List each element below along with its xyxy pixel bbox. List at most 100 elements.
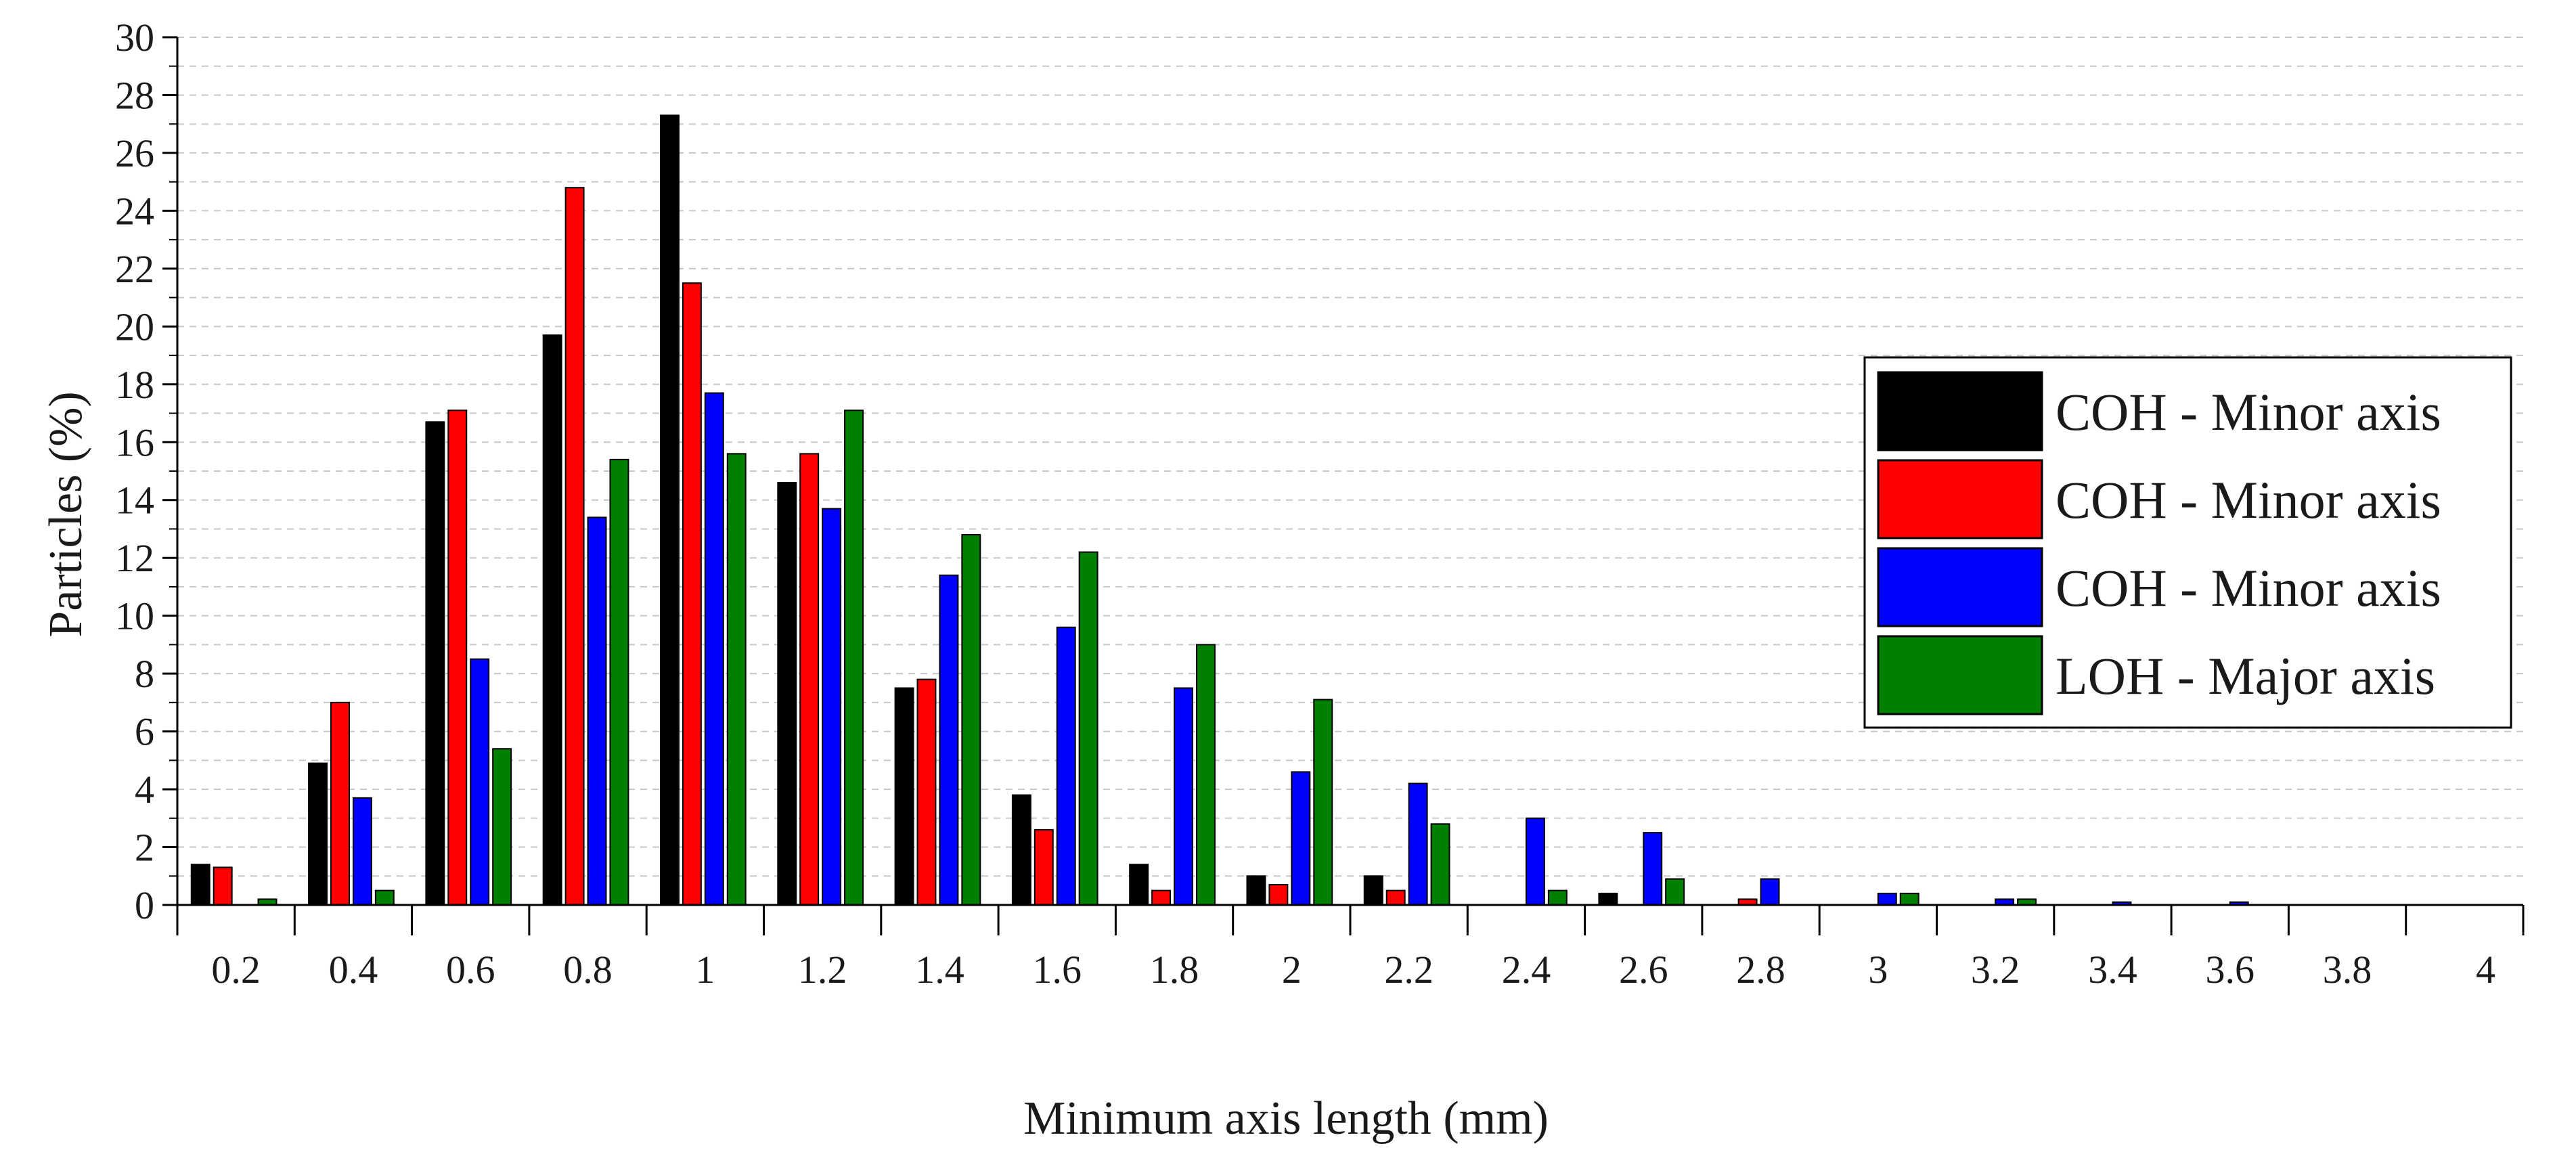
y-tick-label: 6 bbox=[135, 710, 154, 754]
bar bbox=[1408, 782, 1428, 906]
bar bbox=[844, 410, 864, 906]
bar bbox=[352, 797, 372, 906]
bar bbox=[1363, 875, 1383, 906]
x-tick-label: 3 bbox=[1868, 948, 1888, 992]
x-tick-label: 2.2 bbox=[1384, 948, 1434, 992]
x-tick-label: 2.8 bbox=[1736, 948, 1785, 992]
x-tick-label: 0.6 bbox=[446, 948, 495, 992]
x-tick-label: 2.6 bbox=[1619, 948, 1668, 992]
y-tick-label: 8 bbox=[135, 652, 154, 696]
bar bbox=[659, 114, 680, 906]
bar bbox=[916, 678, 937, 906]
bar bbox=[1268, 884, 1289, 906]
bar bbox=[1011, 794, 1031, 906]
legend-label: COH - Minor axis bbox=[2056, 558, 2441, 617]
bar bbox=[1385, 889, 1406, 906]
bar bbox=[1760, 878, 1780, 906]
x-tick-label: 0.2 bbox=[211, 948, 261, 992]
y-axis-title: Particles (%) bbox=[40, 391, 92, 637]
bar bbox=[1291, 771, 1311, 906]
bars bbox=[190, 114, 2249, 906]
bar bbox=[564, 187, 585, 906]
x-tick-label: 3.6 bbox=[2206, 948, 2255, 992]
bar bbox=[1246, 875, 1266, 906]
bar bbox=[1547, 889, 1568, 906]
y-tick-label: 24 bbox=[115, 189, 154, 233]
bar bbox=[1899, 892, 1919, 906]
bar bbox=[1643, 832, 1663, 906]
x-tick-label: 1.2 bbox=[798, 948, 847, 992]
bar bbox=[213, 866, 233, 906]
bar bbox=[492, 748, 512, 906]
bar bbox=[1129, 864, 1149, 906]
bar bbox=[609, 458, 629, 906]
bar bbox=[447, 410, 468, 906]
x-tick-label: 1.4 bbox=[915, 948, 964, 992]
bar bbox=[1598, 892, 1618, 906]
bar bbox=[587, 516, 607, 906]
bar bbox=[308, 762, 328, 906]
y-tick-label: 20 bbox=[115, 305, 154, 349]
bar bbox=[542, 334, 562, 906]
bar bbox=[190, 864, 210, 906]
bar bbox=[470, 658, 490, 906]
x-tick-label: 3.2 bbox=[1971, 948, 2020, 992]
bar bbox=[374, 889, 395, 906]
x-axis-title: Minimum axis length (mm) bbox=[1023, 1092, 1549, 1145]
legend-label: COH - Minor axis bbox=[2056, 470, 2441, 529]
bar bbox=[726, 453, 747, 906]
bar bbox=[1665, 878, 1685, 906]
bar bbox=[799, 453, 820, 906]
x-tick-label: 1.8 bbox=[1150, 948, 1199, 992]
x-tick-label: 3.4 bbox=[2088, 948, 2137, 992]
legend-swatch bbox=[1877, 459, 2043, 539]
bar bbox=[939, 574, 959, 906]
bar bbox=[894, 687, 914, 906]
legend-swatch bbox=[1877, 547, 2043, 627]
x-tick-label: 1.6 bbox=[1033, 948, 1082, 992]
y-tick-label: 10 bbox=[115, 594, 154, 638]
x-tick-label: 3.8 bbox=[2323, 948, 2372, 992]
y-tick-label: 18 bbox=[115, 363, 154, 407]
bar bbox=[1034, 828, 1054, 906]
y-tick-label: 16 bbox=[115, 420, 154, 464]
bar bbox=[1195, 644, 1216, 906]
legend-swatch bbox=[1877, 371, 2043, 451]
y-tick-label: 0 bbox=[135, 883, 154, 927]
bar bbox=[1056, 626, 1076, 906]
bar bbox=[822, 508, 842, 906]
legend-label: COH - Minor axis bbox=[2056, 382, 2441, 441]
x-tick-label: 2.4 bbox=[1502, 948, 1551, 992]
y-tick-label: 4 bbox=[135, 768, 154, 812]
y-tick-label: 28 bbox=[115, 73, 154, 117]
x-tick-label: 1 bbox=[695, 948, 715, 992]
bar bbox=[1151, 889, 1172, 906]
x-tick-label: 2 bbox=[1282, 948, 1302, 992]
bar bbox=[682, 282, 702, 906]
bar bbox=[777, 482, 797, 906]
bar bbox=[1525, 817, 1545, 906]
bar bbox=[1174, 687, 1193, 906]
bar bbox=[1078, 551, 1098, 906]
y-tick-label: 22 bbox=[115, 247, 154, 291]
legend-label: LOH - Major axis bbox=[2056, 646, 2435, 705]
y-tick-label: 14 bbox=[115, 479, 154, 523]
bar bbox=[425, 421, 445, 906]
y-tick-label: 12 bbox=[115, 536, 154, 580]
bar bbox=[704, 392, 724, 906]
bar bbox=[1877, 892, 1897, 906]
legend-swatch bbox=[1877, 635, 2043, 715]
bar bbox=[1313, 699, 1333, 906]
y-tick-label: 30 bbox=[115, 16, 154, 60]
bar bbox=[330, 701, 350, 906]
bar bbox=[1430, 823, 1450, 906]
x-tick-label: 0.8 bbox=[563, 948, 613, 992]
bar bbox=[961, 534, 981, 906]
x-tick-label: 0.4 bbox=[329, 948, 378, 992]
y-tick-label: 26 bbox=[115, 131, 154, 175]
y-tick-label: 2 bbox=[135, 826, 154, 870]
legend: COH - Minor axis COH - Minor axis COH - Mi… bbox=[1863, 356, 2512, 729]
